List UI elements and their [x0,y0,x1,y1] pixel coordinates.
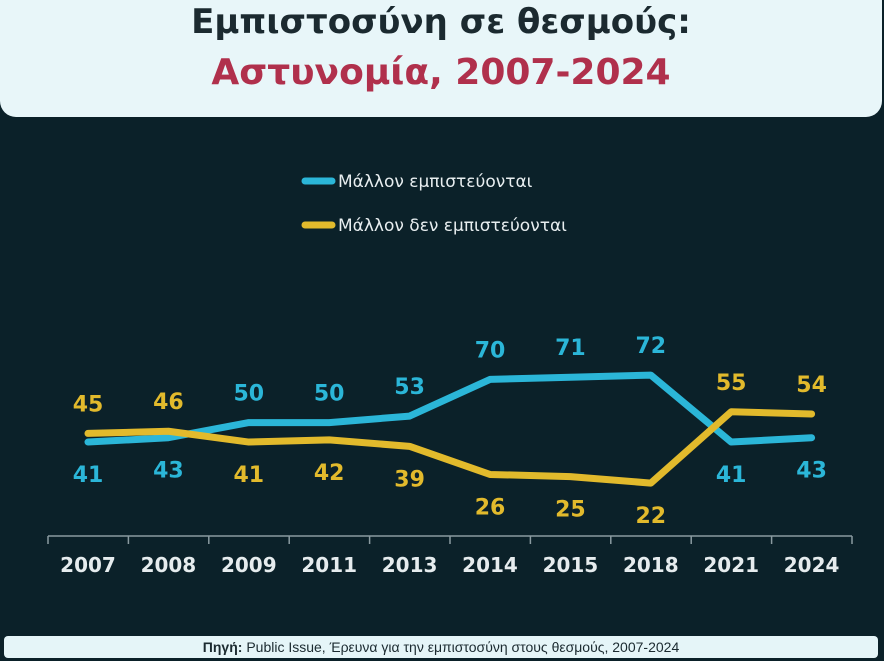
chart-title: Εμπιστοσύνη σε θεσμούς: [191,2,691,42]
data-label: 41 [716,463,747,488]
legend-label: Μάλλον εμπιστεύονται [338,172,533,192]
data-label: 55 [716,371,747,396]
x-tick-label: 2007 [60,553,116,577]
data-label: 45 [73,392,104,417]
data-label: 50 [314,382,345,407]
source-footer: Πηγή: Public Issue, Έρευνα για την εμπισ… [4,636,878,658]
data-label: 70 [475,338,506,363]
data-label: 22 [635,504,666,529]
data-label: 50 [233,382,264,407]
data-label: 42 [314,461,345,486]
data-label: 25 [555,498,586,523]
title-box: Εμπιστοσύνη σε θεσμούς: Αστυνομία, 2007-… [0,0,882,117]
x-tick-label: 2009 [221,553,277,577]
x-tick-label: 2015 [543,553,599,577]
source-label: Πηγή: [202,639,243,655]
x-tick-label: 2014 [462,553,518,577]
data-label: 41 [233,463,264,488]
x-tick-label: 2021 [703,553,759,577]
chart-subtitle: Αστυνομία, 2007-2024 [211,52,671,93]
data-label: 41 [73,463,104,488]
source-text: Public Issue, Έρευνα για την εμπιστοσύνη… [242,639,680,655]
data-label: 53 [394,375,425,400]
data-label: 39 [394,467,425,492]
x-tick-label: 2013 [382,553,438,577]
data-label: 72 [635,334,666,359]
data-label: 46 [153,390,184,415]
x-tick-label: 2011 [301,553,357,577]
x-tick-label: 2008 [141,553,197,577]
x-tick-label: 2018 [623,553,679,577]
legend-label: Μάλλον δεν εμπιστεύονται [338,216,567,236]
data-label: 43 [796,459,827,484]
series-line-trust [84,371,816,446]
x-tick-label: 2024 [784,553,840,577]
series-line-distrust [84,408,816,487]
data-label: 71 [555,336,586,361]
data-label: 43 [153,459,184,484]
data-label: 54 [796,373,827,398]
data-label: 26 [475,495,506,520]
